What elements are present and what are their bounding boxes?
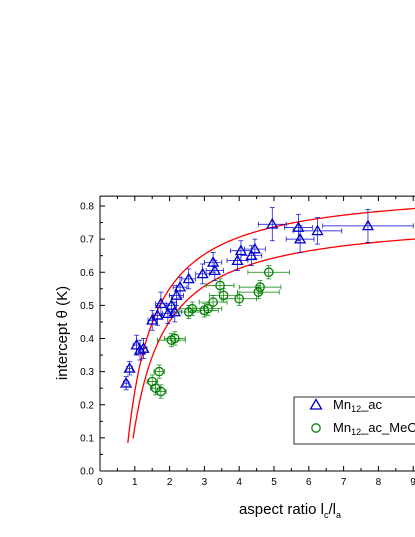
error-bar (230, 240, 252, 262)
x-tick-label: 8 (376, 477, 382, 488)
series-triangle (119, 207, 414, 391)
triangle-marker (182, 272, 195, 284)
y-axis-title: intercept θ (K) (54, 286, 71, 380)
x-tick-label: 1 (132, 477, 138, 488)
data-points (119, 207, 414, 399)
circle-marker (208, 297, 218, 307)
error-bar (292, 217, 343, 245)
x-tick-label: 7 (341, 477, 347, 488)
triangle-marker (119, 376, 133, 388)
error-bar (195, 263, 210, 285)
triangle-marker (170, 289, 183, 300)
y-tick-label: 0.3 (80, 367, 94, 378)
y-tick-label: 0.4 (80, 334, 94, 345)
triangle-marker (245, 249, 258, 261)
triangle-marker (151, 309, 164, 320)
x-tick-label: 0 (97, 477, 103, 488)
triangle-marker (168, 305, 181, 317)
triangle-marker (266, 217, 279, 229)
legend-label-meoh: Mn12_ac_MeOH (333, 420, 415, 437)
error-bar (257, 207, 287, 242)
error-bar (322, 208, 414, 243)
triangle-marker (311, 224, 324, 236)
legend-box (293, 396, 415, 445)
circle-marker (183, 307, 194, 317)
triangle-marker (196, 267, 209, 279)
legend-triangle-marker (309, 398, 323, 410)
triangle-marker (161, 307, 174, 319)
circle-marker (154, 366, 165, 377)
circle-marker (156, 386, 166, 397)
x-tick-label: 5 (271, 477, 277, 488)
triangle-marker (154, 297, 168, 309)
error-bar (244, 238, 266, 260)
triangle-marker (123, 362, 136, 373)
legend-circle-marker (311, 423, 321, 433)
triangle-marker (165, 299, 178, 310)
x-tick-label: 2 (167, 477, 173, 488)
axes (99, 195, 415, 472)
triangle-marker (133, 343, 147, 355)
triangle-marker (206, 256, 220, 267)
circle-marker (218, 290, 229, 301)
circle-marker (253, 287, 264, 297)
circle-marker (169, 333, 180, 344)
circle-marker (234, 293, 245, 304)
triangle-marker (137, 342, 150, 353)
x-tick-label: 4 (236, 477, 242, 488)
triangle-marker (248, 242, 261, 254)
y-tick-label: 0.1 (80, 433, 94, 444)
error-bar (181, 268, 197, 290)
x-axis-title: aspect ratio lc/la (239, 501, 341, 520)
circle-marker (263, 267, 274, 278)
x-tick-label: 6 (306, 477, 312, 488)
triangle-marker (173, 280, 187, 292)
triangle-marker (231, 254, 244, 266)
fit-curve (132, 238, 415, 439)
y-tick-label: 0.6 (80, 268, 94, 279)
x-tick-label: 3 (202, 477, 208, 488)
y-tick-label: 0.2 (80, 400, 94, 411)
error-bar (205, 260, 224, 281)
y-tick-label: 0.7 (80, 235, 94, 246)
triangle-marker (293, 232, 307, 244)
circle-marker (215, 280, 225, 291)
triangle-marker (361, 219, 375, 231)
triangle-marker (292, 221, 305, 232)
y-tick-label: 0.5 (80, 301, 94, 312)
legend-label-ac: Mn12_ac (333, 397, 383, 414)
series-circle (146, 265, 291, 399)
y-tick-label: 0.0 (80, 467, 94, 478)
legend: Mn12_ac Mn12_ac_MeOH (293, 396, 415, 445)
triangle-marker (208, 264, 221, 275)
tick-labels: 0 1 2 3 4 5 6 7 8 9 0.0 0.1 0.2 0.3 0.4 0.5 0.6 0.7 0.8 (80, 202, 415, 489)
x-tick-label: 9 (410, 477, 415, 488)
y-tick-label: 0.8 (80, 202, 94, 213)
circle-marker (255, 282, 265, 293)
error-bar (285, 225, 315, 253)
